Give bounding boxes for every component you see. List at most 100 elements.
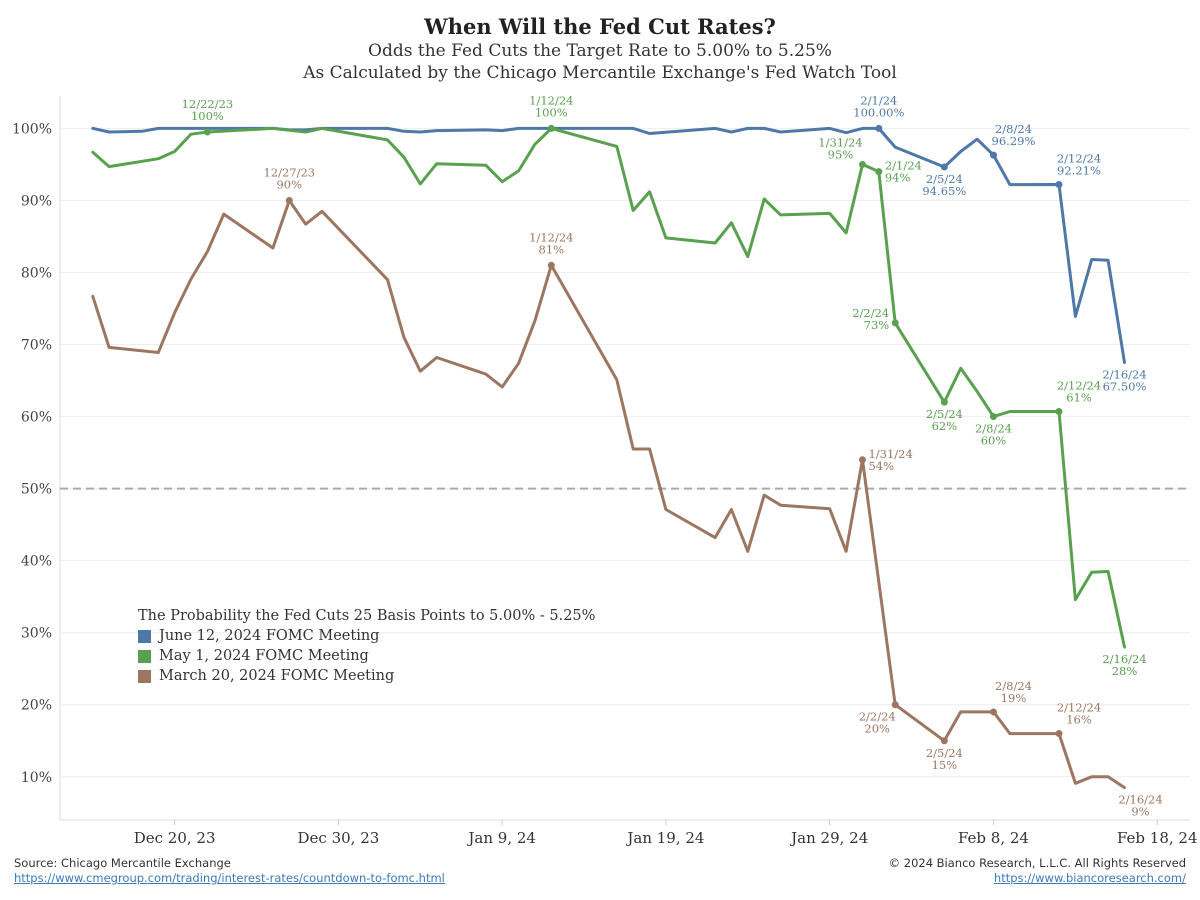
data-point-marker	[989, 413, 997, 421]
y-tick-label: 60%	[21, 410, 52, 426]
data-label-line: 96.29%	[992, 134, 1036, 148]
data-label-line: 54%	[868, 459, 894, 473]
data-point-marker	[875, 168, 883, 176]
copyright-text: © 2024 Bianco Research, L.L.C. All Right…	[888, 856, 1186, 870]
data-label-line: 15%	[932, 758, 958, 772]
data-label-line: 2/8/24	[995, 679, 1032, 693]
data-label-line: 2/16/24	[1102, 368, 1146, 382]
data-label-line: 2/2/24	[852, 306, 889, 320]
data-label: 2/8/24 60%	[975, 422, 1012, 448]
legend-swatch-may	[138, 649, 151, 663]
data-label-line: 2/1/24	[860, 93, 897, 107]
data-label: 1/12/24 100%	[529, 93, 573, 119]
x-tick-label: Jan 29, 24	[789, 829, 868, 847]
data-point-marker	[547, 261, 555, 269]
data-point-marker	[1055, 181, 1063, 189]
series-line-june-2024	[91, 126, 1126, 364]
data-label: 2/1/24 94%	[885, 159, 922, 185]
y-tick-label: 90%	[21, 193, 52, 209]
y-tick-label: 30%	[21, 626, 52, 642]
source-text: Source: Chicago Mercantile Exchange	[14, 856, 231, 870]
data-label: 2/16/24 67.50%	[1102, 368, 1146, 394]
data-label-line: 1/12/24	[529, 93, 573, 107]
data-label-line: 2/8/24	[975, 422, 1012, 436]
y-tick-label: 20%	[21, 698, 52, 714]
data-label-line: 2/1/24	[885, 159, 922, 173]
data-point-marker	[940, 398, 948, 406]
data-label-line: 81%	[539, 242, 565, 256]
data-label: 2/2/24 20%	[859, 710, 896, 736]
data-label: 2/16/24 9%	[1118, 793, 1162, 819]
data-label-line: 95%	[828, 147, 854, 161]
data-label-line: 2/12/24	[1057, 701, 1101, 715]
data-label-line: 62%	[932, 419, 958, 433]
data-label-line: 28%	[1112, 664, 1138, 678]
chart-title: When Will the Fed Cut Rates?	[424, 14, 776, 39]
data-label-line: 94%	[885, 171, 911, 185]
data-label-line: 2/8/24	[995, 122, 1032, 136]
data-label: 1/31/24 54%	[868, 447, 912, 473]
footer-source: Source: Chicago Mercantile Exchange http…	[14, 856, 445, 886]
y-tick-label: 70%	[21, 338, 52, 354]
data-point-marker	[940, 163, 948, 171]
data-point-marker	[989, 151, 997, 159]
source-link[interactable]: https://www.cmegroup.com/trading/interes…	[14, 871, 445, 885]
data-point-marker	[1055, 730, 1063, 738]
data-label-line: 2/2/24	[859, 710, 896, 724]
data-label: 2/8/24 19%	[995, 679, 1032, 705]
data-label-line: 2/5/24	[926, 172, 963, 186]
data-label: 2/12/24 61%	[1057, 379, 1101, 405]
data-label: 2/2/24 73%	[852, 306, 889, 332]
data-point-marker	[891, 319, 899, 327]
annotation-layer: 2/1/24 100.00%2/5/24 94.65%2/8/24 96.29%2/1…	[182, 93, 1163, 818]
y-tick-label: 80%	[21, 265, 52, 281]
legend-swatch-june	[138, 629, 151, 643]
y-tick-label: 50%	[21, 482, 52, 498]
data-label-line: 2/12/24	[1057, 379, 1101, 393]
data-label-line: 92.21%	[1057, 164, 1101, 178]
axis-layer: 10% 20% 30% 40% 50% 60% 70% 80% 90% 100% Dec 20, 2…	[12, 121, 1198, 847]
data-label: 12/22/23 100%	[182, 97, 234, 123]
data-label: 2/1/24 100.00%	[853, 93, 904, 119]
y-tick-label: 40%	[21, 554, 52, 570]
data-label-line: 90%	[276, 177, 302, 191]
legend-item-june: June 12, 2024 FOMC Meeting	[138, 626, 595, 646]
data-label-line: 9%	[1131, 805, 1149, 819]
data-label-line: 61%	[1066, 391, 1092, 405]
data-label-line: 2/5/24	[926, 407, 963, 421]
data-point-marker	[1055, 408, 1063, 416]
x-tick-label: Jan 9, 24	[466, 829, 536, 847]
data-point-marker	[203, 128, 211, 136]
data-label-line: 94.65%	[922, 184, 966, 198]
data-point-marker	[285, 196, 293, 204]
data-label: 2/8/24 96.29%	[992, 122, 1036, 148]
title-block: When Will the Fed Cut Rates? Odds the Fe…	[0, 14, 1200, 84]
legend: The Probability the Fed Cuts 25 Basis Po…	[138, 606, 595, 686]
x-tick-label: Feb 18, 24	[1117, 829, 1198, 847]
data-label-line: 100%	[191, 109, 224, 123]
data-point-marker	[940, 737, 948, 745]
legend-label-may: May 1, 2024 FOMC Meeting	[159, 648, 369, 664]
grid-layer	[59, 96, 1190, 821]
data-label-line: 2/5/24	[926, 746, 963, 760]
data-label-line: 2/16/24	[1118, 793, 1162, 807]
y-tick-label: 100%	[12, 121, 52, 137]
data-label-line: 2/16/24	[1102, 652, 1146, 666]
copyright-link[interactable]: https://www.biancoresearch.com/	[993, 871, 1186, 885]
data-point-marker	[858, 160, 866, 168]
data-label: 1/12/24 81%	[529, 230, 573, 256]
data-label-line: 12/22/23	[182, 97, 234, 111]
y-tick-label: 10%	[21, 770, 52, 786]
data-label-line: 1/31/24	[818, 135, 862, 149]
data-label: 2/5/24 15%	[926, 746, 963, 772]
chart-subtitle-2: As Calculated by the Chicago Mercantile …	[303, 63, 897, 83]
data-label: 12/27/23 90%	[263, 165, 315, 191]
data-point-marker	[858, 456, 866, 464]
data-label-line: 73%	[864, 318, 890, 332]
data-label: 2/12/24 16%	[1057, 701, 1101, 727]
data-label-line: 100.00%	[853, 105, 904, 119]
x-tick-label: Feb 8, 24	[958, 829, 1029, 847]
data-label-line: 19%	[1001, 691, 1027, 705]
legend-item-march: March 20, 2024 FOMC Meeting	[138, 666, 595, 686]
